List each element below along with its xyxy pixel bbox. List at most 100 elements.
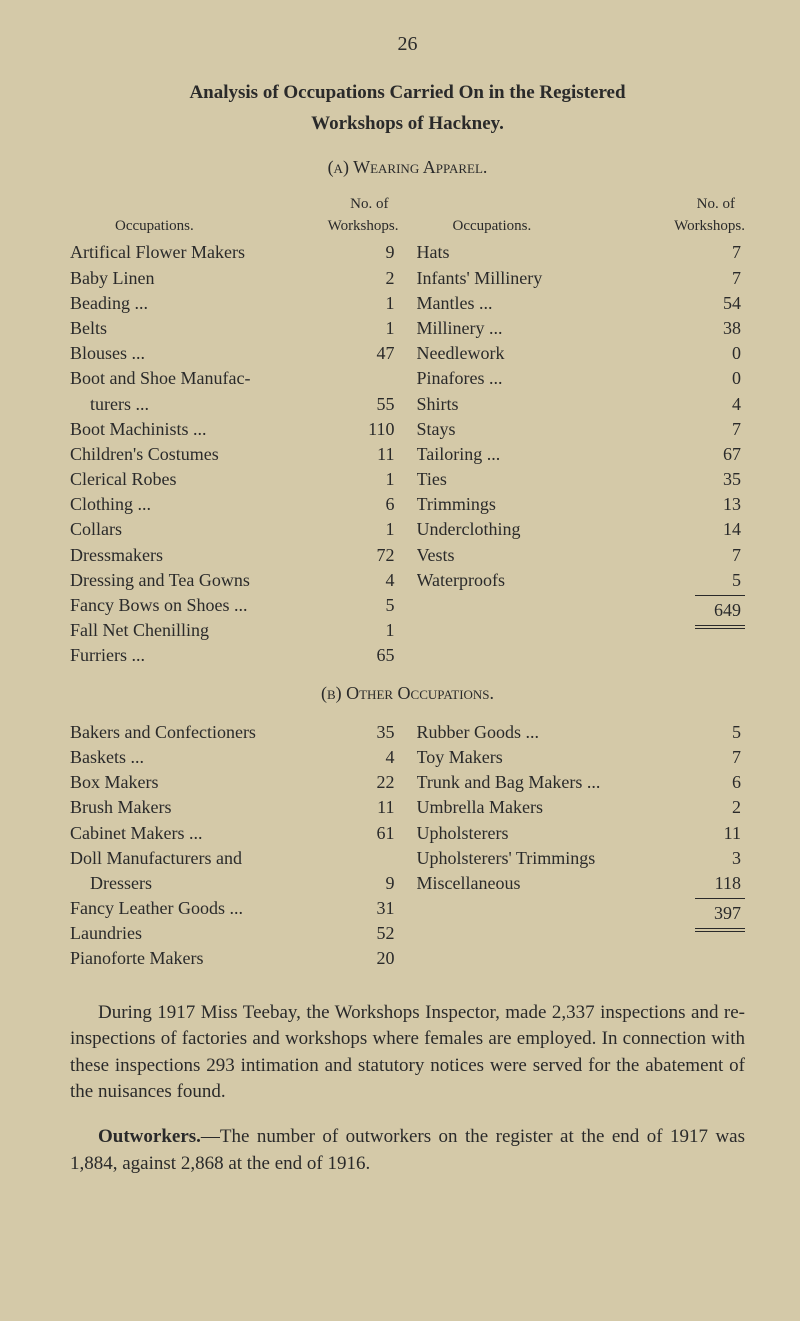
header-noof-right: No. of xyxy=(417,194,736,215)
table-row: Collars1 xyxy=(70,517,399,542)
table-row: Clerical Robes1 xyxy=(70,467,399,492)
table-row: Doll Manufacturers and xyxy=(70,846,399,871)
col-header-left: No. of xyxy=(70,194,399,215)
row-label: Children's Costumes xyxy=(70,442,350,467)
row-value: 7 xyxy=(696,266,745,291)
table-row: Mantles ...54 xyxy=(417,291,746,316)
row-label: Underclothing xyxy=(417,517,697,542)
header-workshops-right: Workshops. xyxy=(655,216,745,237)
row-label: Artifical Flower Makers xyxy=(70,240,350,265)
table-row: Dressmakers72 xyxy=(70,543,399,568)
row-value: 13 xyxy=(696,492,745,517)
row-value: 55 xyxy=(350,392,399,417)
row-value: 47 xyxy=(350,341,399,366)
row-label: Bakers and Confectioners xyxy=(70,720,350,745)
table-row: Fancy Leather Goods ...31 xyxy=(70,896,399,921)
col-header-right2: Occupations. Workshops. xyxy=(417,216,746,237)
table-row: Upholsterers' Trimmings3 xyxy=(417,846,746,871)
row-value: 31 xyxy=(350,896,399,921)
row-value: 22 xyxy=(350,770,399,795)
section-b-title: (b) Other Occupations. xyxy=(70,681,745,706)
table-row: Children's Costumes11 xyxy=(70,442,399,467)
row-label: Cabinet Makers ... xyxy=(70,821,350,846)
table-row: Ties35 xyxy=(417,467,746,492)
row-value: 9 xyxy=(350,240,399,265)
row-label: Clerical Robes xyxy=(70,467,350,492)
page-number: 26 xyxy=(70,30,745,58)
row-label: Belts xyxy=(70,316,350,341)
para2-bold: Outworkers. xyxy=(98,1126,201,1147)
row-label: Dressing and Tea Gowns xyxy=(70,568,350,593)
row-value: 9 xyxy=(350,871,399,896)
section-b-left-col: Bakers and Confectioners35Baskets ...4Bo… xyxy=(70,720,399,972)
table-row: Shirts4 xyxy=(417,392,746,417)
total-double-rule-b xyxy=(695,928,745,932)
row-value: 65 xyxy=(350,643,399,668)
table-row: Toy Makers7 xyxy=(417,745,746,770)
row-value: 6 xyxy=(350,492,399,517)
total-rule-b xyxy=(695,898,745,899)
row-value: 1 xyxy=(350,291,399,316)
row-value: 0 xyxy=(696,366,745,391)
row-value: 6 xyxy=(696,770,745,795)
row-value: 5 xyxy=(350,593,399,618)
row-label: Hats xyxy=(417,240,697,265)
row-value: 52 xyxy=(350,921,399,946)
section-a-columns: No. of Occupations. Workshops. Artifical… xyxy=(70,194,745,668)
table-row: Tailoring ...67 xyxy=(417,442,746,467)
row-label: Tailoring ... xyxy=(417,442,697,467)
table-row: Cabinet Makers ...61 xyxy=(70,821,399,846)
row-value: 11 xyxy=(350,795,399,820)
row-value: 7 xyxy=(696,543,745,568)
table-row: Vests7 xyxy=(417,543,746,568)
row-label: Upholsterers' Trimmings xyxy=(417,846,697,871)
header-occupations-right: Occupations. xyxy=(417,216,656,237)
row-value: 1 xyxy=(350,517,399,542)
table-row: Pianoforte Makers20 xyxy=(70,946,399,971)
table-row: Trimmings13 xyxy=(417,492,746,517)
row-label: Toy Makers xyxy=(417,745,697,770)
table-row: Laundries52 xyxy=(70,921,399,946)
main-title-line2: Workshops of Hackney. xyxy=(70,111,745,138)
row-value: 72 xyxy=(350,543,399,568)
header-noof: No. of xyxy=(70,194,389,215)
row-label: Furriers ... xyxy=(70,643,350,668)
row-label: turers ... xyxy=(90,392,350,417)
table-row: Fall Net Chenilling1 xyxy=(70,618,399,643)
total-double-rule xyxy=(695,625,745,629)
total-rule xyxy=(695,595,745,596)
table-row: Waterproofs5 xyxy=(417,568,746,593)
table-row: Boot and Shoe Manufac- xyxy=(70,366,399,391)
row-value: 11 xyxy=(350,442,399,467)
row-value: 7 xyxy=(696,240,745,265)
row-label: Dressers xyxy=(90,871,350,896)
row-label: Infants' Millinery xyxy=(417,266,697,291)
table-row: Dressers9 xyxy=(70,871,399,896)
table-row: Boot Machinists ...110 xyxy=(70,417,399,442)
col-header-right: No. of xyxy=(417,194,746,215)
main-title-line1: Analysis of Occupations Carried On in th… xyxy=(70,80,745,107)
section-b-label: (b) Other Occupations. xyxy=(321,683,494,703)
body-text: During 1917 Miss Teebay, the Workshops I… xyxy=(70,1000,745,1178)
table-row: Blouses ...47 xyxy=(70,341,399,366)
table-row: Clothing ...6 xyxy=(70,492,399,517)
table-row: Hats7 xyxy=(417,240,746,265)
table-row: Baby Linen2 xyxy=(70,266,399,291)
row-value: 3 xyxy=(696,846,745,871)
section-a-label: (a) Wearing Apparel. xyxy=(328,157,488,177)
row-label: Vests xyxy=(417,543,697,568)
section-b-total-row: 397 xyxy=(417,901,746,926)
row-label: Box Makers xyxy=(70,770,350,795)
row-value: 20 xyxy=(350,946,399,971)
row-value: 4 xyxy=(350,568,399,593)
row-value: 1 xyxy=(350,467,399,492)
table-row: Beading ...1 xyxy=(70,291,399,316)
table-row: Bakers and Confectioners35 xyxy=(70,720,399,745)
section-a-left-col: No. of Occupations. Workshops. Artifical… xyxy=(70,194,399,668)
table-row: Brush Makers11 xyxy=(70,795,399,820)
row-label: Millinery ... xyxy=(417,316,697,341)
table-row: Millinery ...38 xyxy=(417,316,746,341)
row-value: 110 xyxy=(350,417,399,442)
row-label: Doll Manufacturers and xyxy=(70,846,350,871)
section-a-total-row: 649 xyxy=(417,598,746,623)
